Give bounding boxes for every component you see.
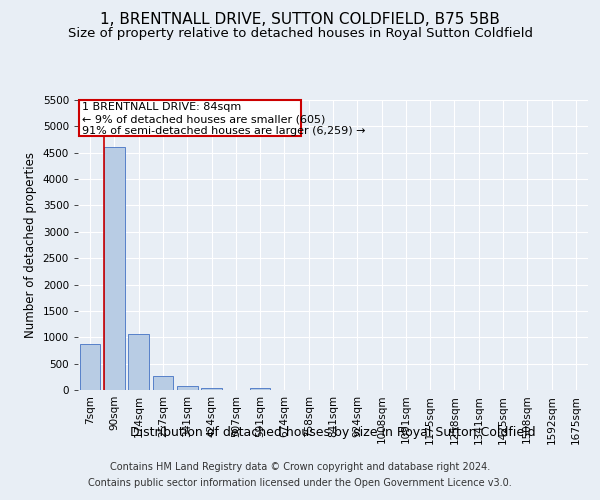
- Bar: [201, 388, 222, 390]
- Text: ← 9% of detached houses are smaller (605): ← 9% of detached houses are smaller (605…: [82, 114, 325, 124]
- Text: Size of property relative to detached houses in Royal Sutton Coldfield: Size of property relative to detached ho…: [67, 28, 533, 40]
- Text: Contains public sector information licensed under the Open Government Licence v3: Contains public sector information licen…: [88, 478, 512, 488]
- Bar: [177, 386, 197, 390]
- Text: Contains HM Land Registry data © Crown copyright and database right 2024.: Contains HM Land Registry data © Crown c…: [110, 462, 490, 472]
- Bar: [80, 344, 100, 390]
- Bar: [104, 148, 125, 390]
- Y-axis label: Number of detached properties: Number of detached properties: [24, 152, 37, 338]
- Bar: [128, 334, 149, 390]
- Bar: [250, 388, 271, 390]
- Text: 1 BRENTNALL DRIVE: 84sqm: 1 BRENTNALL DRIVE: 84sqm: [82, 102, 241, 112]
- FancyBboxPatch shape: [79, 100, 301, 136]
- Bar: [152, 376, 173, 390]
- Text: 1, BRENTNALL DRIVE, SUTTON COLDFIELD, B75 5BB: 1, BRENTNALL DRIVE, SUTTON COLDFIELD, B7…: [100, 12, 500, 28]
- Text: Distribution of detached houses by size in Royal Sutton Coldfield: Distribution of detached houses by size …: [130, 426, 536, 439]
- Text: 91% of semi-detached houses are larger (6,259) →: 91% of semi-detached houses are larger (…: [82, 126, 365, 136]
